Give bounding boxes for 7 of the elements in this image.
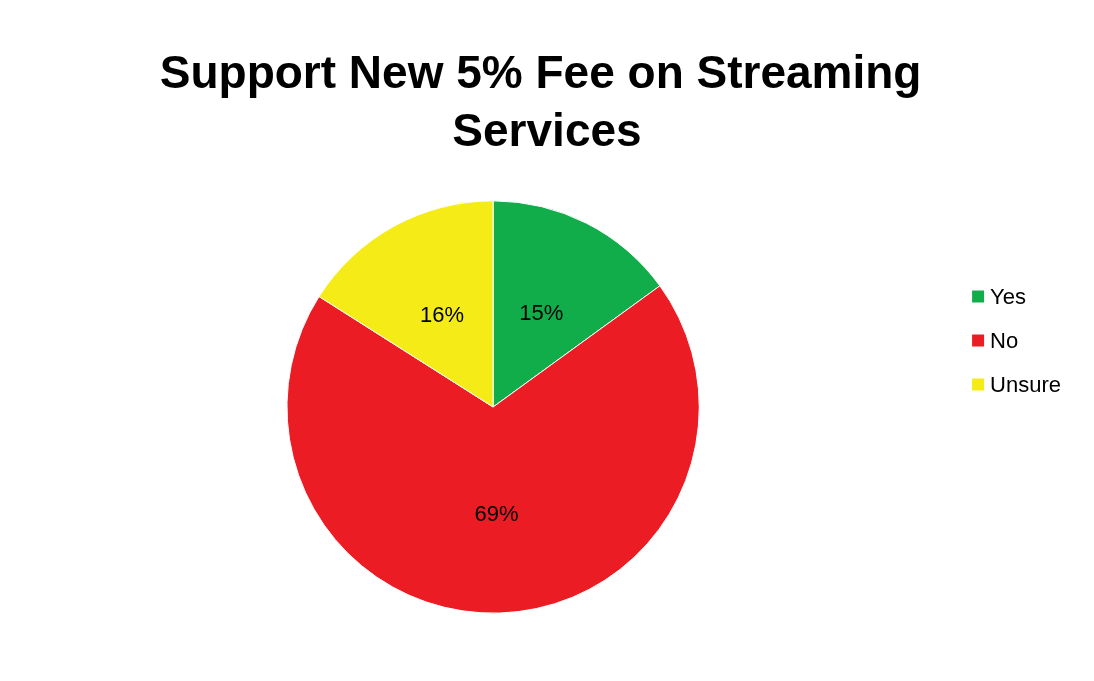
chart-title: Support New 5% Fee on Streaming Services (159, 46, 935, 156)
legend-label: No (990, 328, 1019, 353)
data-label: 16% (419, 301, 465, 327)
legend-label: Yes (990, 284, 1026, 309)
data-label: 15% (519, 299, 564, 325)
data-label: 69% (474, 500, 519, 526)
legend-label: Unsure (990, 372, 1061, 397)
